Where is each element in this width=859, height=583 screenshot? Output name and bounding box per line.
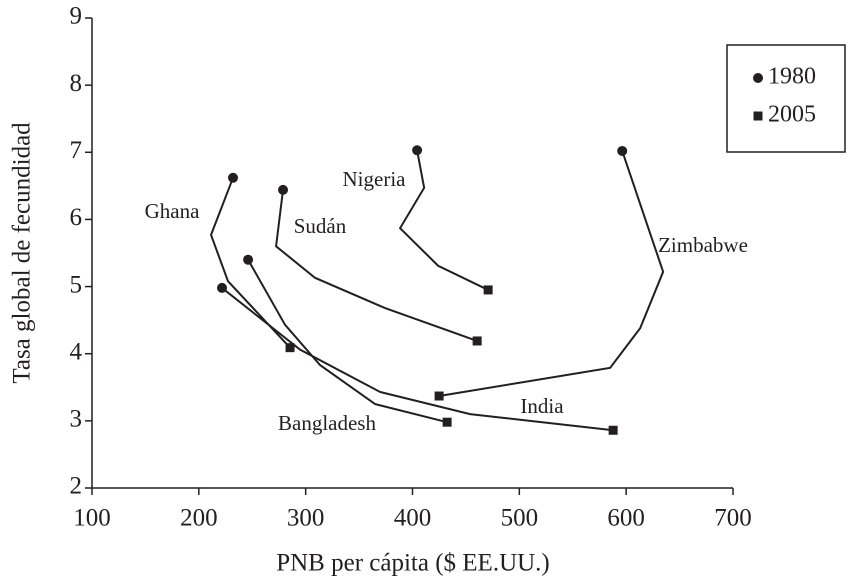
series-label: Zimbabwe (658, 233, 748, 257)
marker-circle (278, 184, 289, 195)
y-tick-label: 2 (70, 473, 83, 500)
y-tick-label: 5 (70, 271, 83, 298)
y-axis-title: Tasa global de fecundidad (9, 122, 36, 384)
marker-square (285, 343, 295, 353)
y-tick-label: 8 (70, 70, 83, 97)
marker-square (753, 111, 763, 121)
series-line (438, 150, 665, 398)
legend-label: 1980 (768, 64, 816, 90)
series-label: Sudán (294, 214, 347, 238)
marker-square (608, 425, 618, 435)
legend-box (726, 44, 846, 153)
series-line (247, 259, 448, 424)
marker-circle (217, 282, 228, 293)
x-tick-label: 700 (714, 505, 752, 532)
x-tick-label: 100 (73, 505, 111, 532)
y-tick-label: 3 (70, 406, 83, 433)
x-tick-label: 300 (287, 505, 325, 532)
series-line (275, 189, 478, 342)
y-tick-label: 7 (70, 137, 83, 164)
x-tick-label: 200 (180, 505, 218, 532)
series-line (209, 177, 291, 349)
marker-circle (228, 172, 239, 183)
marker-square (434, 391, 444, 401)
marker-circle (243, 254, 254, 265)
y-tick-label: 4 (70, 338, 83, 365)
legend-label: 2005 (768, 102, 816, 128)
series-label: Ghana (145, 199, 200, 223)
series-label: Nigeria (343, 167, 407, 191)
x-axis-title: PNB per cápita ($ EE.UU.) (276, 550, 550, 577)
marker-circle (617, 145, 628, 156)
y-tick-label: 9 (70, 3, 83, 30)
marker-square (472, 336, 482, 346)
series-label: Bangladesh (278, 411, 376, 435)
marker-square (483, 285, 493, 295)
x-tick-label: 500 (501, 505, 539, 532)
marker-circle (753, 73, 763, 83)
series-line (221, 287, 614, 432)
marker-square (442, 417, 452, 427)
x-tick-label: 400 (394, 505, 432, 532)
marker-circle (412, 145, 423, 156)
series-line (398, 150, 489, 291)
x-tick-label: 600 (607, 505, 645, 532)
y-tick-label: 6 (70, 204, 83, 231)
series-label: India (520, 394, 564, 418)
